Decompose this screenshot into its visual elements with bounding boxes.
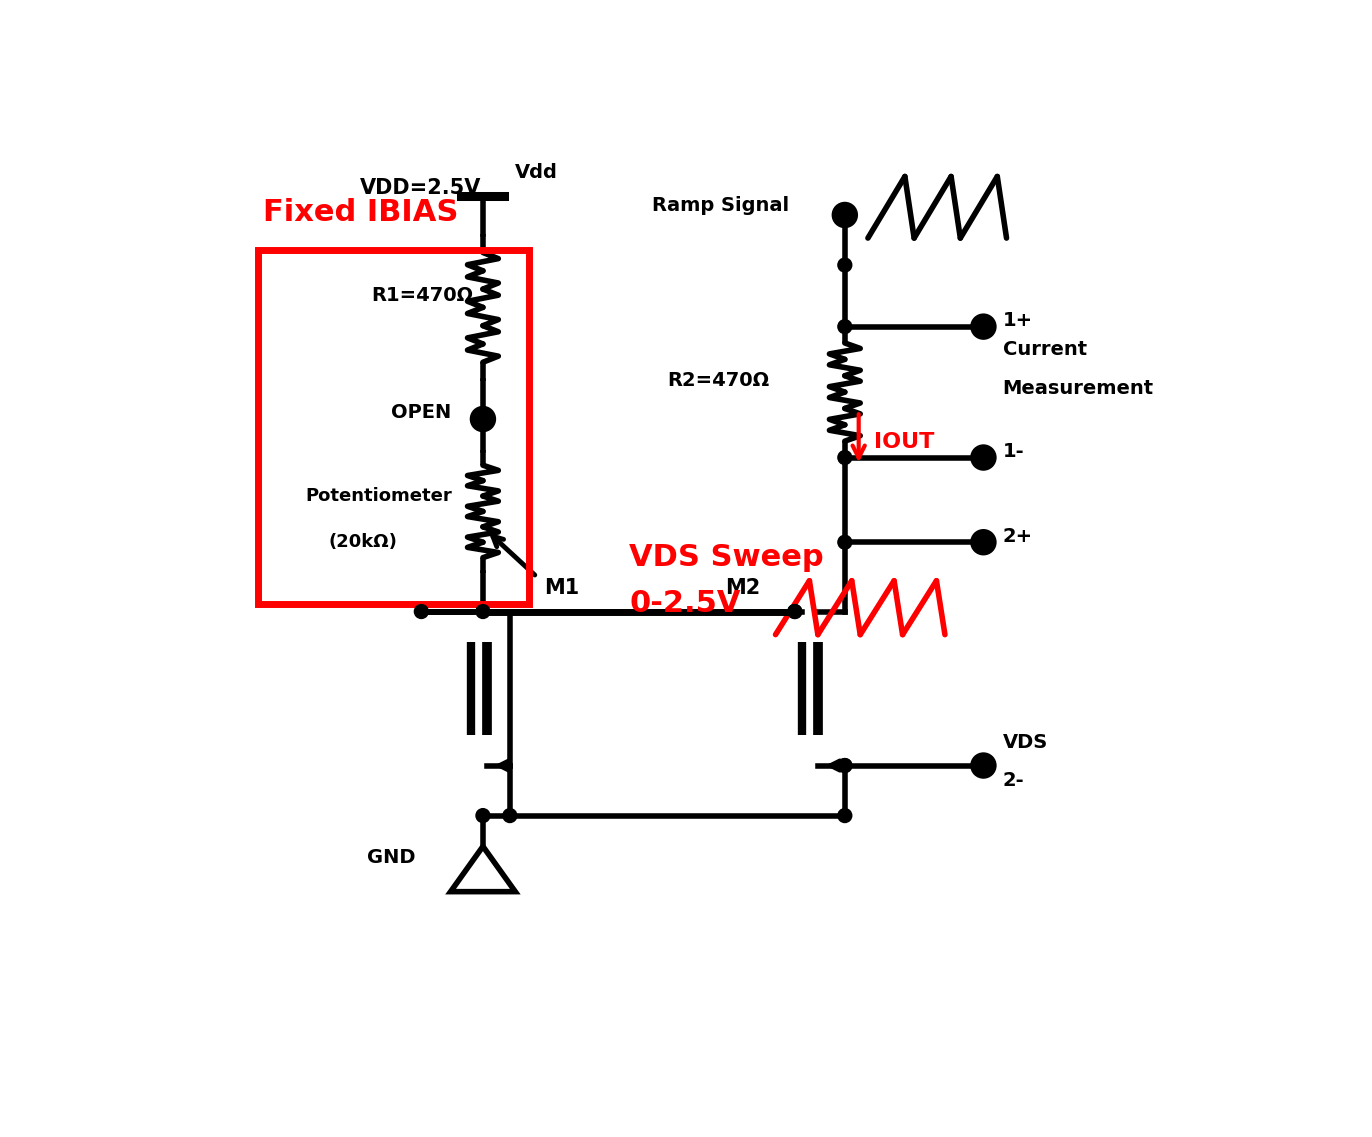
Text: Measurement: Measurement: [1003, 379, 1154, 398]
Text: M2: M2: [726, 579, 760, 598]
Text: Fixed IBIAS: Fixed IBIAS: [263, 198, 458, 226]
Circle shape: [788, 605, 801, 619]
Text: R2=470Ω: R2=470Ω: [668, 371, 770, 390]
Text: 2+: 2+: [1003, 526, 1033, 546]
Circle shape: [973, 755, 995, 777]
Circle shape: [838, 319, 852, 333]
Text: Current: Current: [1003, 340, 1087, 359]
Text: IOUT: IOUT: [874, 432, 934, 453]
Circle shape: [504, 808, 517, 822]
Text: M1: M1: [545, 579, 580, 598]
Text: R1=470Ω: R1=470Ω: [372, 287, 473, 306]
Circle shape: [788, 605, 801, 619]
Text: OPEN: OPEN: [391, 404, 451, 422]
Circle shape: [838, 450, 852, 464]
Text: 1+: 1+: [1003, 312, 1033, 330]
Circle shape: [838, 536, 852, 549]
Text: 1-: 1-: [1003, 442, 1025, 460]
Circle shape: [973, 447, 995, 468]
Text: 0-2.5V: 0-2.5V: [630, 589, 741, 619]
Circle shape: [476, 808, 490, 822]
Circle shape: [973, 531, 995, 553]
Text: GND: GND: [368, 848, 416, 868]
Text: Ramp Signal: Ramp Signal: [652, 197, 789, 215]
Text: 2-: 2-: [1003, 771, 1025, 790]
Text: VDD=2.5V: VDD=2.5V: [359, 179, 482, 198]
Circle shape: [973, 316, 995, 338]
Circle shape: [472, 408, 494, 430]
Text: Potentiometer: Potentiometer: [306, 487, 453, 505]
Text: VDS: VDS: [1003, 733, 1048, 752]
Circle shape: [838, 808, 852, 822]
Text: VDS Sweep: VDS Sweep: [630, 543, 823, 572]
Circle shape: [834, 205, 856, 226]
Circle shape: [838, 258, 852, 272]
Circle shape: [838, 758, 852, 772]
Text: Vdd: Vdd: [516, 163, 558, 182]
Text: (20kΩ): (20kΩ): [329, 533, 398, 551]
Circle shape: [414, 605, 428, 619]
Circle shape: [838, 758, 852, 772]
Circle shape: [476, 605, 490, 619]
